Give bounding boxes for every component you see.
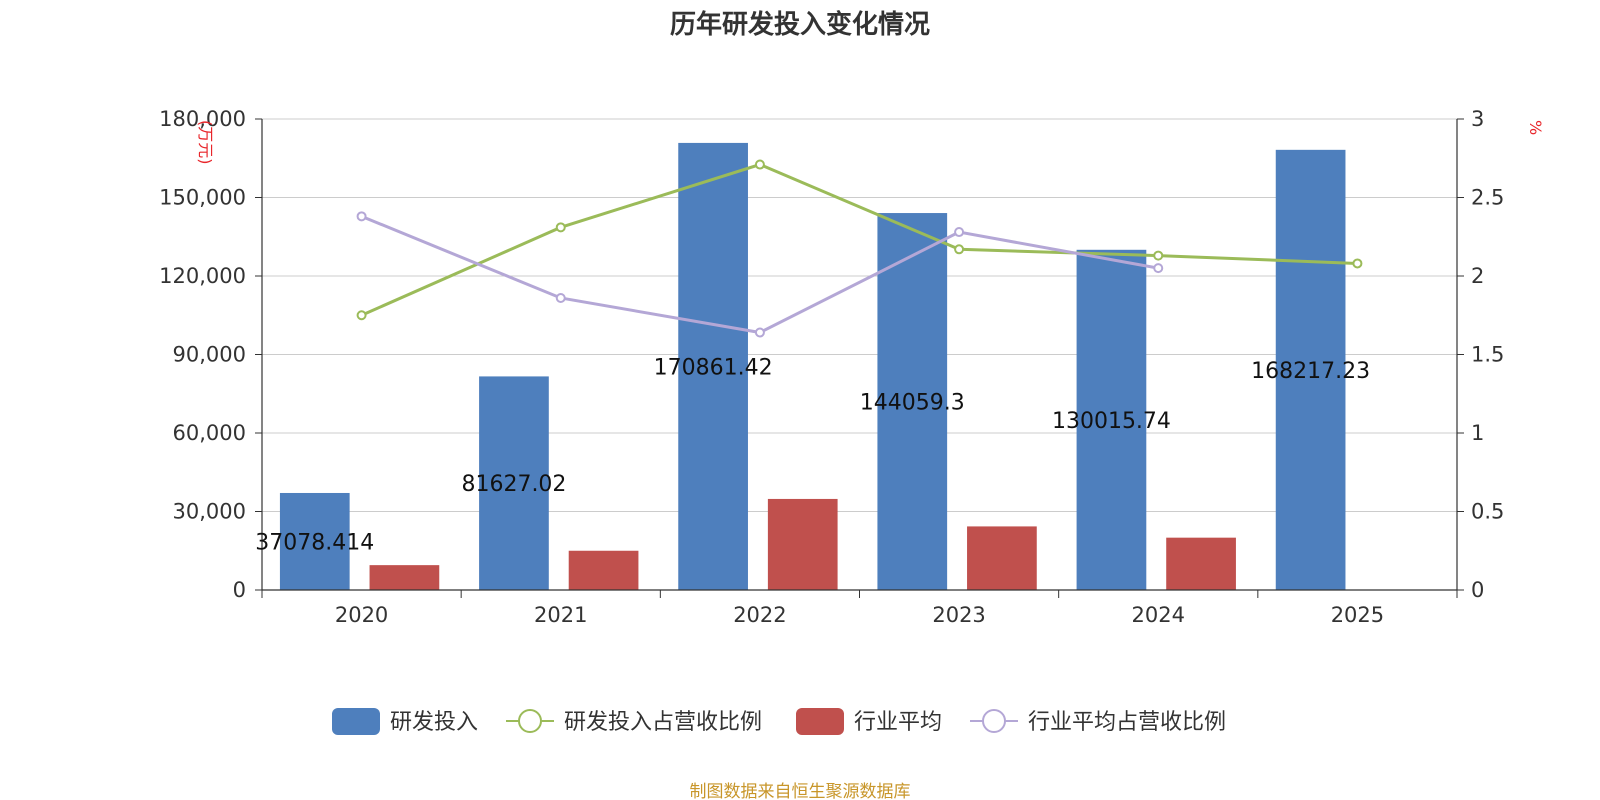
axis-layer: 0 30,000 60,000 90,000 120,000 150,000 180,000… xyxy=(159,107,1545,627)
bar-data-label: 170861.42 xyxy=(654,355,773,380)
line-point[interactable] xyxy=(1153,250,1164,261)
source-note: 制图数据来自恒生聚源数据库 xyxy=(690,782,911,800)
legend-swatch-bar xyxy=(796,708,844,735)
left-tick-label: 120,000 xyxy=(159,264,246,288)
legend-swatch-marker xyxy=(518,709,542,733)
legend-item[interactable]: 研发投入 xyxy=(332,708,478,735)
bar-rd[interactable] xyxy=(279,492,350,590)
line-layer xyxy=(356,159,1363,338)
right-tick-label: 2 xyxy=(1471,264,1484,288)
right-tick-label: 0.5 xyxy=(1471,500,1504,524)
bar-rd[interactable] xyxy=(1076,249,1147,590)
bar-rd[interactable] xyxy=(479,376,549,590)
right-tick-label: 2.5 xyxy=(1471,186,1504,210)
x-tick-label: 2024 xyxy=(1132,603,1185,627)
right-axis-unit: % xyxy=(1526,120,1545,135)
legend-label: 行业平均 xyxy=(854,710,942,735)
line-point[interactable] xyxy=(754,327,765,338)
line-point[interactable] xyxy=(954,227,965,238)
right-tick-label: 3 xyxy=(1471,107,1484,131)
bar-rd[interactable] xyxy=(1275,149,1346,590)
legend-swatch-bar xyxy=(332,708,380,735)
line-industry-ratio xyxy=(361,214,1159,335)
bar-industry[interactable] xyxy=(1166,537,1236,590)
line-point[interactable] xyxy=(1352,258,1363,269)
line-rd-ratio xyxy=(360,162,1358,317)
line-point[interactable] xyxy=(356,310,367,321)
chart-title: 历年研发投入变化情况 xyxy=(670,9,930,40)
x-tick-label: 2022 xyxy=(733,603,786,627)
bar-rd[interactable] xyxy=(678,142,748,591)
left-tick-label: 30,000 xyxy=(173,500,246,524)
right-tick-label: 0 xyxy=(1471,578,1484,602)
bar-data-label: 130015.74 xyxy=(1052,409,1171,434)
legend-label: 研发投入占营收比例 xyxy=(564,710,762,735)
legend-item[interactable]: 行业平均 xyxy=(796,708,942,735)
bar-rd[interactable] xyxy=(877,213,948,590)
bar-data-label: 168217.23 xyxy=(1251,359,1370,384)
left-tick-label: 60,000 xyxy=(173,421,246,445)
left-tick-label: 180,000 xyxy=(159,107,246,131)
left-axis-unit: (万元) xyxy=(196,120,215,165)
bar-industry[interactable] xyxy=(967,526,1037,590)
legend-item[interactable]: 行业平均占营收比例 xyxy=(970,709,1226,735)
line-point[interactable] xyxy=(954,244,965,255)
right-tick-label: 1.5 xyxy=(1471,343,1504,367)
legend: 研发投入 研发投入占营收比例 行业平均 行业平均占营收比例 xyxy=(332,708,1226,735)
bar-layer xyxy=(279,142,1346,591)
label-layer: 37078.414 81627.02 170861.42 144059.3 130015… xyxy=(255,355,1370,555)
left-tick-label: 0 xyxy=(233,578,246,602)
bar-industry[interactable] xyxy=(369,565,440,590)
line-point[interactable] xyxy=(754,159,765,170)
line-point[interactable] xyxy=(1153,263,1164,274)
bar-industry[interactable] xyxy=(568,550,639,590)
line-point[interactable] xyxy=(555,222,566,233)
x-tick-label: 2021 xyxy=(534,603,587,627)
left-tick-label: 90,000 xyxy=(173,343,246,367)
legend-item[interactable]: 研发投入占营收比例 xyxy=(506,709,762,735)
bar-data-label: 81627.02 xyxy=(461,472,566,497)
bar-industry[interactable] xyxy=(767,498,838,590)
grid-layer xyxy=(262,118,1457,512)
bar-data-label: 144059.3 xyxy=(860,391,965,416)
right-tick-label: 1 xyxy=(1471,421,1484,445)
legend-label: 行业平均占营收比例 xyxy=(1028,710,1226,735)
line-point[interactable] xyxy=(356,211,367,222)
x-tick-label: 2025 xyxy=(1331,603,1384,627)
line-point[interactable] xyxy=(555,292,566,303)
legend-label: 研发投入 xyxy=(390,710,478,735)
x-tick-label: 2023 xyxy=(932,603,985,627)
x-tick-label: 2020 xyxy=(335,603,388,627)
legend-swatch-marker xyxy=(982,709,1006,733)
left-tick-label: 150,000 xyxy=(159,186,246,210)
bar-data-label: 37078.414 xyxy=(255,530,374,555)
